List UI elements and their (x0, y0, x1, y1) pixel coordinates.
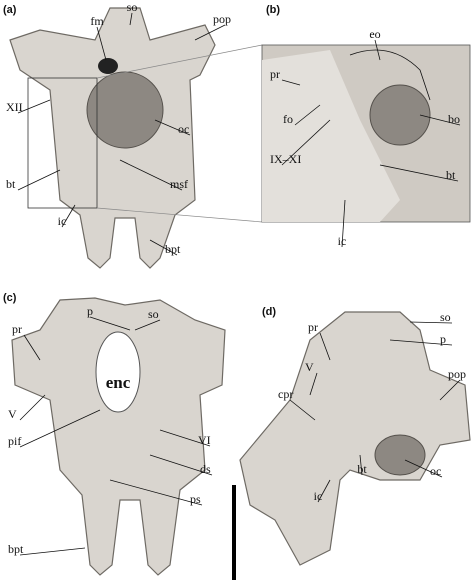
annotation: bpt (165, 242, 181, 256)
leader-line (149, 454, 213, 476)
leader-line (341, 199, 346, 248)
annotation: so (127, 0, 138, 14)
annotation: pr (308, 320, 318, 334)
leader-line (129, 12, 133, 26)
panel-label: (d) (262, 306, 276, 318)
annotation: XII (6, 100, 23, 114)
panel-label: (a) (3, 4, 17, 16)
annotation: bt (446, 168, 456, 182)
annotation: eo (369, 27, 380, 41)
annotation: bt (6, 177, 16, 191)
annotation: oc (430, 464, 441, 478)
annotation: bpt (8, 542, 24, 556)
leader-line (319, 332, 331, 361)
leader-line (281, 119, 331, 166)
annotation: bt (357, 462, 367, 476)
leader-line (19, 394, 46, 421)
annotation: bo (448, 112, 460, 126)
annotation: enc (106, 373, 131, 392)
annotation: V (8, 407, 17, 421)
annotation: ic (338, 234, 347, 248)
annotation: IX–XI (270, 152, 301, 166)
annotation: pif (8, 434, 21, 448)
annotation: pop (213, 12, 231, 26)
leader-line (96, 26, 107, 61)
leader-line (17, 99, 51, 114)
annotation: ps (190, 492, 201, 506)
leader-line (409, 321, 453, 324)
panel-label: (b) (266, 4, 280, 16)
panel-label: (c) (3, 292, 17, 304)
leader-line (379, 164, 459, 182)
leader-line (317, 479, 331, 503)
annotation: ds (200, 462, 211, 476)
annotation: ic (58, 214, 67, 228)
leader-line (294, 104, 321, 126)
leader-line (159, 429, 211, 447)
annotation: oc (178, 122, 189, 136)
leader-line (439, 379, 461, 401)
specimen-b (261, 44, 471, 223)
leader-line (134, 319, 161, 331)
specimen-d (239, 311, 471, 566)
leader-line (374, 39, 381, 61)
annotation: pr (270, 67, 280, 81)
annotation: p (87, 304, 93, 318)
leader-line (61, 204, 76, 228)
leader-line (419, 114, 461, 126)
annotation: cpr (278, 387, 293, 401)
leader-line (309, 372, 318, 396)
specimen-a (9, 7, 263, 269)
leader-line (109, 479, 203, 506)
leader-line (19, 409, 101, 448)
leader-line (119, 159, 183, 191)
leader-line (149, 239, 178, 256)
leader-line (389, 339, 453, 346)
annotation: pr (12, 322, 22, 336)
annotation: V (305, 360, 314, 374)
leader-line (23, 334, 41, 361)
annotation: fo (283, 112, 293, 126)
annotation: so (440, 310, 451, 324)
leader-line (154, 119, 191, 136)
leader-line (281, 79, 301, 86)
annotation: msf (170, 177, 188, 191)
leader-line (17, 169, 61, 191)
annotation: VI (198, 433, 211, 447)
annotation: so (148, 307, 159, 321)
leader-line (19, 547, 86, 556)
annotation: ic (314, 489, 323, 503)
leader-line (194, 24, 226, 41)
leader-line (89, 316, 131, 331)
leader-line (404, 459, 443, 478)
leader-line (289, 399, 316, 421)
specimen-c (11, 297, 226, 576)
annotation: fm (90, 14, 104, 28)
annotation: pop (448, 367, 466, 381)
leader-line (359, 454, 363, 476)
annotation: p (440, 332, 446, 346)
